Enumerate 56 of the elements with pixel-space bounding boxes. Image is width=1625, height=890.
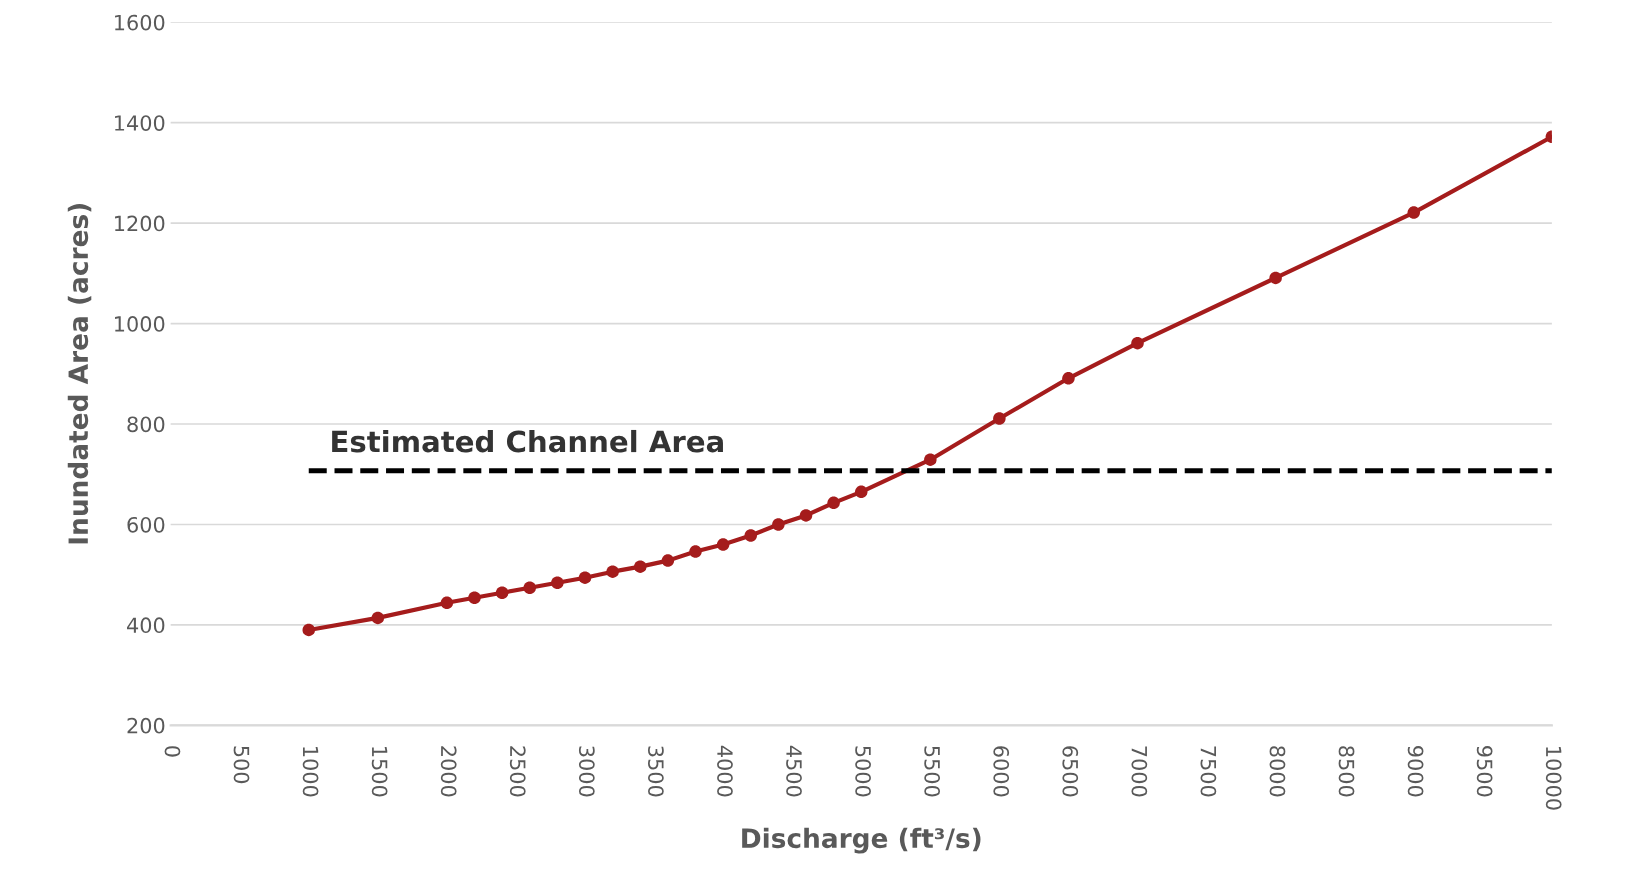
point <box>634 560 647 573</box>
x-tick-label: 3000 <box>578 746 595 797</box>
point <box>1407 206 1420 219</box>
x-axis-title: Discharge (ft³/s) <box>742 827 981 854</box>
x-tick-label: 2000 <box>440 746 457 797</box>
ref-line-label: Estimated Channel Area <box>332 429 723 453</box>
point <box>578 571 592 584</box>
x-tick-label: 0 <box>164 746 181 757</box>
point <box>371 611 385 625</box>
point <box>468 591 481 605</box>
y-axis-title: Inundated Area (acres) <box>67 204 92 544</box>
y-tick-label: 1600 <box>115 14 165 31</box>
x-tick-label: 3500 <box>648 746 664 797</box>
x-tick-label: 8000 <box>1269 746 1286 797</box>
point <box>993 412 1006 425</box>
point <box>606 565 619 578</box>
y-tick-label: 1200 <box>115 215 165 232</box>
x-tick-label: 1500 <box>371 747 388 797</box>
point <box>799 509 813 522</box>
y-tick-label: 1000 <box>115 316 165 332</box>
x-tick-label: 5500 <box>924 746 941 797</box>
x-tick-label: 4000 <box>717 745 733 797</box>
x-tick-label: 500 <box>233 746 250 784</box>
x-tick-label: 5000 <box>855 746 871 797</box>
point <box>523 581 536 594</box>
x-tick-label: 4500 <box>786 745 802 797</box>
point <box>661 554 675 567</box>
x-tick-label: 7500 <box>1200 746 1217 797</box>
point <box>924 453 937 466</box>
y-tick-label: 1400 <box>115 115 165 131</box>
point <box>772 518 785 531</box>
point <box>744 529 757 542</box>
x-tick-label: 2500 <box>509 746 526 797</box>
point <box>551 576 564 589</box>
point <box>1131 336 1144 350</box>
point <box>716 538 730 551</box>
x-tick-label: 10000 <box>1545 747 1562 810</box>
x-tick-label: 8500 <box>1338 746 1355 797</box>
y-tick-label: 800 <box>127 416 165 433</box>
y-tick-label: 600 <box>127 516 165 533</box>
point <box>689 545 702 558</box>
point <box>440 596 454 610</box>
point <box>827 496 840 510</box>
x-tick-label: 1000 <box>302 747 319 797</box>
y-tick-label: 200 <box>127 717 165 734</box>
point <box>302 623 315 637</box>
x-tick-label: 9000 <box>1407 746 1424 797</box>
x-tick-label: 6500 <box>1062 746 1079 797</box>
point <box>495 586 509 600</box>
x-tick-label: 9500 <box>1476 746 1493 797</box>
point <box>855 485 868 499</box>
x-tick-label: 7000 <box>1131 746 1148 797</box>
y-tick-label: 400 <box>127 617 165 634</box>
point <box>1269 271 1282 285</box>
point <box>1062 372 1075 385</box>
x-tick-label: 6000 <box>993 746 1010 797</box>
